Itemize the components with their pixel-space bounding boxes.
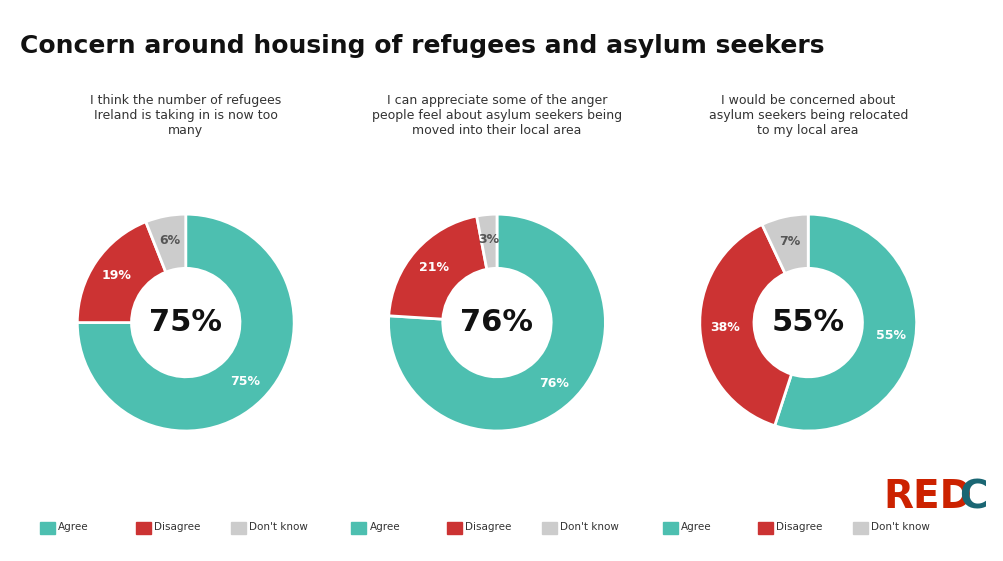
Text: I think the number of refugees
Ireland is taking in is now too
many: I think the number of refugees Ireland i… <box>90 94 281 137</box>
Text: Agree: Agree <box>680 522 711 532</box>
Wedge shape <box>145 214 186 272</box>
Text: RED: RED <box>883 478 972 516</box>
Text: 21%: 21% <box>419 261 449 274</box>
Text: 75%: 75% <box>230 375 260 388</box>
Text: I would be concerned about
asylum seekers being relocated
to my local area: I would be concerned about asylum seeker… <box>708 94 907 137</box>
Text: Disagree: Disagree <box>153 522 200 532</box>
Text: Concern around housing of refugees and asylum seekers: Concern around housing of refugees and a… <box>20 34 823 58</box>
Text: Don't know: Don't know <box>249 522 308 532</box>
Text: 75%: 75% <box>149 308 222 337</box>
Text: 6%: 6% <box>159 234 181 247</box>
Wedge shape <box>77 222 165 323</box>
Wedge shape <box>388 216 486 319</box>
Text: Don't know: Don't know <box>871 522 930 532</box>
Text: Don't know: Don't know <box>560 522 619 532</box>
Wedge shape <box>761 214 807 274</box>
Text: 7%: 7% <box>778 234 799 247</box>
Text: 55%: 55% <box>875 329 905 342</box>
Wedge shape <box>774 214 916 431</box>
Text: C: C <box>958 478 986 516</box>
Text: 76%: 76% <box>539 377 569 390</box>
Wedge shape <box>388 214 605 431</box>
Wedge shape <box>699 224 790 426</box>
Wedge shape <box>77 214 294 431</box>
Text: 76%: 76% <box>460 308 533 337</box>
Text: 55%: 55% <box>771 308 844 337</box>
Text: 19%: 19% <box>101 269 131 282</box>
Text: Disagree: Disagree <box>775 522 821 532</box>
Text: Agree: Agree <box>58 522 89 532</box>
Wedge shape <box>476 214 496 269</box>
Text: Disagree: Disagree <box>464 522 511 532</box>
Text: 3%: 3% <box>478 233 499 246</box>
Text: Agree: Agree <box>369 522 400 532</box>
Text: 38%: 38% <box>709 321 739 334</box>
Text: I can appreciate some of the anger
people feel about asylum seekers being
moved : I can appreciate some of the anger peopl… <box>371 94 622 137</box>
